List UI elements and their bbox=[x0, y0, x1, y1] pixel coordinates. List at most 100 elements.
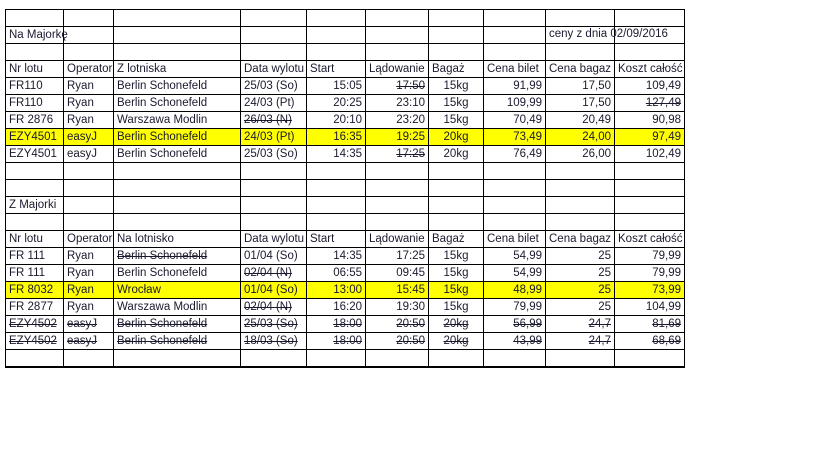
flight-price-grid[interactable]: Na Majorkę ceny z dnia 02/09/2016 Nr lot… bbox=[5, 9, 685, 368]
cell-start-time[interactable]: 18:00 bbox=[306, 315, 366, 333]
cell-operator[interactable]: Ryan bbox=[63, 281, 114, 299]
empty-cell[interactable] bbox=[365, 162, 429, 180]
empty-cell[interactable] bbox=[240, 349, 307, 368]
cell-baggage-price[interactable]: 24,00 bbox=[545, 128, 615, 146]
empty-cell[interactable] bbox=[545, 43, 615, 61]
empty-cell[interactable] bbox=[483, 26, 546, 44]
empty-cell[interactable] bbox=[428, 26, 484, 44]
empty-cell[interactable] bbox=[63, 9, 114, 27]
table-row[interactable]: FR110 Ryan Berlin Schonefeld 24/03 (Pt) 20:2… bbox=[5, 94, 685, 112]
cell-airport[interactable]: Warszawa Modlin bbox=[113, 111, 241, 129]
cell-baggage-price[interactable]: 24,7 bbox=[545, 315, 615, 333]
cell-baggage[interactable]: 15kg bbox=[428, 298, 484, 316]
cell-flight-number[interactable]: FR 2876 bbox=[5, 111, 64, 129]
column-header-airport[interactable]: Na lotnisko bbox=[113, 230, 241, 248]
cell-ticket-price[interactable]: 43,99 bbox=[483, 332, 546, 350]
table-row[interactable]: EZY4501 easyJ Berlin Schonefeld 25/03 (So) 1… bbox=[5, 145, 685, 163]
cell-airport[interactable]: Berlin Schonefeld bbox=[113, 315, 241, 333]
cell-baggage[interactable]: 15kg bbox=[428, 247, 484, 265]
cell-total-cost[interactable]: 104,99 bbox=[614, 298, 685, 316]
cell-ticket-price[interactable]: 79,99 bbox=[483, 298, 546, 316]
empty-cell[interactable] bbox=[365, 26, 429, 44]
cell-flight-number[interactable]: FR 111 bbox=[5, 247, 64, 265]
cell-operator[interactable]: Ryan bbox=[63, 247, 114, 265]
empty-cell[interactable] bbox=[483, 9, 546, 27]
empty-cell[interactable] bbox=[63, 349, 114, 368]
empty-cell[interactable] bbox=[113, 179, 241, 197]
cell-baggage[interactable]: 15kg bbox=[428, 77, 484, 95]
empty-cell[interactable] bbox=[428, 196, 484, 214]
empty-cell[interactable] bbox=[240, 43, 307, 61]
cell-departure-date[interactable]: 02/04 (N) bbox=[240, 264, 307, 282]
empty-cell[interactable] bbox=[614, 43, 685, 61]
empty-cell[interactable] bbox=[614, 162, 685, 180]
cell-flight-number[interactable]: EZY4502 bbox=[5, 315, 64, 333]
cell-landing-time[interactable]: 17:50 bbox=[365, 77, 429, 95]
table-row[interactable]: FR 2877 Ryan Warszawa Modlin 02/04 (N) 16:20… bbox=[5, 298, 685, 316]
column-header-total-cost[interactable]: Koszt całość bbox=[614, 60, 685, 78]
column-header-ticket-price[interactable]: Cena bilet bbox=[483, 230, 546, 248]
empty-cell[interactable] bbox=[113, 213, 241, 231]
empty-cell[interactable] bbox=[545, 9, 615, 27]
column-header-start-time[interactable]: Start bbox=[306, 230, 366, 248]
cell-airport[interactable]: Berlin Schonefeld bbox=[113, 128, 241, 146]
cell-baggage[interactable]: 20kg bbox=[428, 332, 484, 350]
cell-departure-date[interactable]: 01/04 (So) bbox=[240, 281, 307, 299]
cell-operator[interactable]: Ryan bbox=[63, 77, 114, 95]
column-header-departure-date[interactable]: Data wylotu bbox=[240, 60, 307, 78]
cell-total-cost[interactable]: 79,99 bbox=[614, 247, 685, 265]
cell-baggage-price[interactable]: 25 bbox=[545, 281, 615, 299]
cell-departure-date[interactable]: 24/03 (Pt) bbox=[240, 128, 307, 146]
empty-cell[interactable] bbox=[306, 349, 366, 368]
cell-operator[interactable]: Ryan bbox=[63, 94, 114, 112]
empty-cell[interactable] bbox=[5, 349, 64, 368]
empty-cell[interactable] bbox=[365, 9, 429, 27]
empty-cell[interactable] bbox=[113, 43, 241, 61]
cell-flight-number[interactable]: FR110 bbox=[5, 77, 64, 95]
price-date-note[interactable]: ceny z dnia 02/09/2016 bbox=[545, 26, 668, 44]
cell-operator[interactable]: easyJ bbox=[63, 128, 114, 146]
empty-cell[interactable] bbox=[113, 196, 241, 214]
empty-cell[interactable] bbox=[113, 9, 241, 27]
cell-baggage-price[interactable]: 26,00 bbox=[545, 145, 615, 163]
table-row[interactable]: FR 2876 Ryan Warszawa Modlin 26/03 (N) 20:10… bbox=[5, 111, 685, 129]
section-title-return[interactable]: Z Majorki bbox=[5, 196, 64, 214]
column-header-operator[interactable]: Operator bbox=[63, 230, 114, 248]
cell-baggage-price[interactable]: 25 bbox=[545, 247, 615, 265]
cell-airport[interactable]: Berlin Schonefeld bbox=[113, 247, 241, 265]
empty-cell[interactable] bbox=[483, 43, 546, 61]
cell-total-cost[interactable]: 102,49 bbox=[614, 145, 685, 163]
empty-cell[interactable] bbox=[306, 179, 366, 197]
cell-operator[interactable]: easyJ bbox=[63, 332, 114, 350]
empty-cell[interactable] bbox=[428, 9, 484, 27]
cell-start-time[interactable]: 18:00 bbox=[306, 332, 366, 350]
empty-cell[interactable] bbox=[240, 162, 307, 180]
cell-start-time[interactable]: 20:25 bbox=[306, 94, 366, 112]
empty-cell[interactable] bbox=[306, 43, 366, 61]
cell-start-time[interactable]: 06:55 bbox=[306, 264, 366, 282]
cell-total-cost[interactable]: 73,99 bbox=[614, 281, 685, 299]
cell-landing-time[interactable]: 17:25 bbox=[365, 145, 429, 163]
table-row[interactable]: FR 111 Ryan Berlin Schonefeld 02/04 (N) 06:5… bbox=[5, 264, 685, 282]
empty-cell[interactable] bbox=[63, 179, 114, 197]
cell-operator[interactable]: easyJ bbox=[63, 145, 114, 163]
column-header-flight-number[interactable]: Nr lotu bbox=[5, 230, 64, 248]
empty-cell[interactable] bbox=[483, 196, 546, 214]
cell-flight-number[interactable]: EZY4501 bbox=[5, 128, 64, 146]
cell-baggage[interactable]: 15kg bbox=[428, 281, 484, 299]
cell-departure-date[interactable]: 25/03 (So) bbox=[240, 145, 307, 163]
column-header-airport[interactable]: Z lotniska bbox=[113, 60, 241, 78]
cell-baggage[interactable]: 15kg bbox=[428, 111, 484, 129]
empty-cell[interactable] bbox=[614, 9, 685, 27]
cell-baggage-price[interactable]: 17,50 bbox=[545, 94, 615, 112]
cell-departure-date[interactable]: 02/04 (N) bbox=[240, 298, 307, 316]
cell-flight-number[interactable]: EZY4502 bbox=[5, 332, 64, 350]
cell-operator[interactable]: Ryan bbox=[63, 111, 114, 129]
cell-ticket-price[interactable]: 91,99 bbox=[483, 77, 546, 95]
cell-baggage-price[interactable]: 17,50 bbox=[545, 77, 615, 95]
empty-cell[interactable] bbox=[614, 213, 685, 231]
cell-baggage[interactable]: 20kg bbox=[428, 145, 484, 163]
cell-departure-date[interactable]: 25/03 (So) bbox=[240, 77, 307, 95]
column-header-baggage[interactable]: Bagaż bbox=[428, 230, 484, 248]
cell-ticket-price[interactable]: 56,99 bbox=[483, 315, 546, 333]
